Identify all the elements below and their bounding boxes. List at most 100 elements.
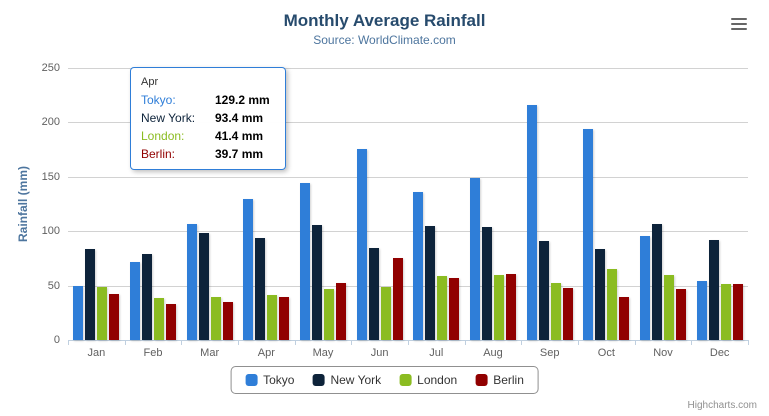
bar-tokyo-sep[interactable] [526,104,537,340]
bar-tokyo-nov[interactable] [640,235,650,340]
bar-london-jun[interactable] [380,287,391,340]
axis-tick [521,340,523,345]
bar-london-mar[interactable] [210,297,221,340]
x-axis-label: Jun [370,347,389,359]
bar-berlin-dec[interactable] [732,284,743,340]
x-axis-label: Sep [539,347,560,359]
tooltip-series-value: 93.4 mm [215,111,264,125]
bar-london-nov[interactable] [664,275,674,340]
tooltip-series-label: Berlin: [141,147,176,161]
bar-new-york-dec[interactable] [708,239,719,340]
y-axis-label: 250 [41,62,60,74]
bar-tokyo-jul[interactable] [413,192,424,340]
legend-item-tokyo[interactable]: Tokyo [245,373,294,387]
gridline [68,231,748,233]
export-menu-button[interactable] [725,12,753,36]
tooltip: Apr Tokyo: 129.2 mm New York: 93.4 mm London… [130,67,286,170]
x-axis-label: Mar [200,347,220,359]
tooltip-row: New York: 93.4 mm [141,111,275,125]
bar-berlin-nov[interactable] [676,289,686,340]
axis-tick [634,340,636,345]
bar-new-york-oct[interactable] [595,249,606,340]
x-axis-label: Jan [87,347,106,359]
tooltip-series-value: 39.7 mm [215,147,264,161]
x-axis-label: Apr [257,347,275,359]
bar-new-york-apr[interactable] [255,238,266,340]
bar-new-york-jun[interactable] [368,248,379,340]
bar-berlin-jan[interactable] [109,293,120,340]
axis-tick [68,340,69,345]
bar-berlin-aug[interactable] [506,274,516,340]
tooltip-series-label: Tokyo: [141,93,176,107]
x-axis-label: Nov [653,347,673,359]
bar-tokyo-apr[interactable] [243,199,254,340]
tooltip-row: Tokyo: 129.2 mm [141,93,275,107]
bar-london-feb[interactable] [154,297,164,340]
hamburger-icon [731,18,747,30]
tooltip-series-label: London: [141,129,185,143]
bar-london-sep[interactable] [550,282,561,340]
bar-tokyo-feb[interactable] [130,262,140,340]
axis-tick [408,340,409,345]
bar-new-york-sep[interactable] [538,240,549,340]
tooltip-header: Apr [141,76,159,88]
bar-new-york-jan[interactable] [85,249,96,340]
bar-berlin-jul[interactable] [449,277,460,340]
bar-london-jul[interactable] [437,275,448,340]
legend-symbol-tokyo [245,374,258,386]
bar-berlin-sep[interactable] [562,288,573,340]
y-axis-label: 100 [41,225,60,238]
legend-item-london[interactable]: London [399,373,457,387]
bar-berlin-feb[interactable] [166,303,176,340]
bar-london-may[interactable] [324,288,334,340]
bar-tokyo-mar[interactable] [186,224,197,340]
bar-london-apr[interactable] [267,294,278,340]
gridline [68,68,748,69]
bar-berlin-may[interactable] [336,282,346,340]
bar-berlin-mar[interactable] [222,302,233,340]
bar-london-jan[interactable] [97,286,108,340]
bar-new-york-may[interactable] [312,224,322,340]
legend-item-label: London [417,373,458,387]
x-axis-label: May [312,347,334,359]
bar-new-york-mar[interactable] [198,232,209,340]
bar-tokyo-aug[interactable] [470,178,480,340]
bar-new-york-nov[interactable] [652,224,662,340]
y-axis-label: 200 [41,116,60,129]
x-axis-label: Oct [597,347,615,359]
highcharts-credit[interactable]: Highcharts.com [687,400,757,411]
legend-symbol-new-york [312,374,325,386]
bar-new-york-feb[interactable] [142,254,152,340]
bar-tokyo-dec[interactable] [696,280,707,340]
bar-london-oct[interactable] [607,269,618,340]
y-axis-label: 150 [41,170,60,183]
legend-item-label: New York [330,373,382,387]
legend-item-new-york[interactable]: New York [312,373,381,387]
axis-tick [578,340,579,345]
bar-london-dec[interactable] [720,284,731,340]
bar-berlin-jun[interactable] [392,257,403,340]
legend-item-berlin[interactable]: Berlin [475,373,524,387]
bar-tokyo-may[interactable] [300,183,310,340]
bar-new-york-aug[interactable] [482,226,492,340]
bar-berlin-oct[interactable] [619,297,630,340]
bar-tokyo-oct[interactable] [583,128,594,340]
y-axis-label: 0 [53,334,60,346]
axis-tick [124,340,126,345]
axis-tick [181,340,183,345]
tooltip-series-label: New York: [141,111,196,125]
bar-berlin-apr[interactable] [279,296,290,340]
bar-london-aug[interactable] [494,275,504,340]
tooltip-rows: Tokyo: 129.2 mm New York: 93.4 mm London: 41.… [141,93,275,161]
x-axis-label: Aug [483,347,503,359]
bar-tokyo-jan[interactable] [73,285,84,340]
axis-tick [691,340,693,345]
legend-item-label: Tokyo [263,373,295,387]
legend-symbol-london [399,374,412,386]
x-axis-label: Dec [709,347,730,359]
legend-symbol-berlin [475,374,488,386]
bar-new-york-jul[interactable] [425,225,436,340]
bar-tokyo-jun[interactable] [356,148,367,340]
gridline [68,122,748,124]
y-axis-label: 50 [47,279,60,292]
